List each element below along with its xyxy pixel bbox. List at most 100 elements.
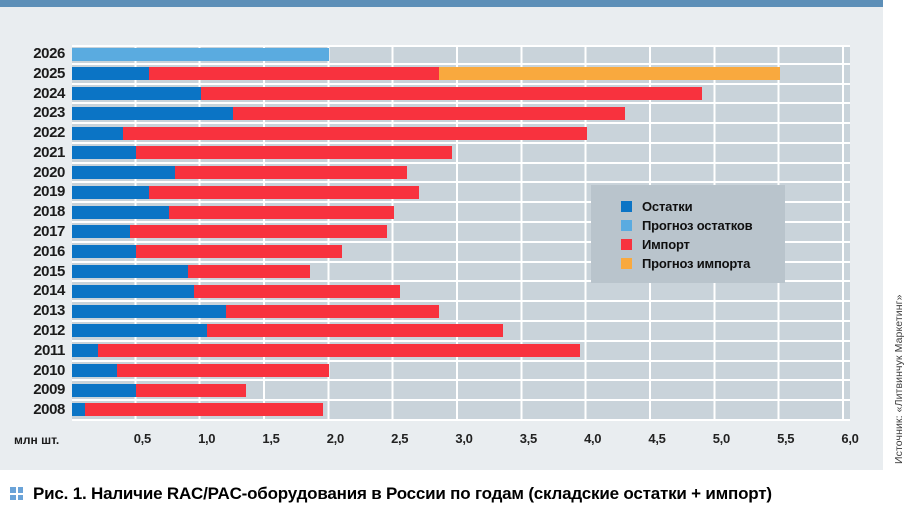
bar-row: 2013 (0, 302, 850, 322)
x-axis: млн шт. 0,5 1,0 1,5 2,0 2,5 3,0 3,5 4,0 4,5 5,0 5,… (0, 431, 860, 451)
bar-row: 2009 (0, 381, 850, 402)
bar-segment-import (123, 126, 587, 140)
bar-segment-stocks (72, 185, 150, 199)
legend-swatch-import (621, 239, 632, 250)
bar-segment-import (207, 324, 504, 338)
caption-text: Рис. 1. Наличие RAC/PAC-оборудования в Р… (33, 483, 772, 504)
bar-segment-stocks (72, 264, 188, 278)
bar-segment-import (136, 245, 343, 259)
caption-label: Рис. 1. (33, 484, 87, 503)
bar-row: 2025 (0, 64, 850, 85)
bar-segment-import (149, 185, 420, 199)
bar-segment-stocks (72, 67, 150, 81)
legend-label: Прогноз импорта (642, 256, 751, 271)
figure-marker-dot (10, 494, 16, 500)
x-tick-label: 2,0 (326, 431, 344, 446)
x-tick-label: 0,5 (133, 431, 151, 446)
bar-segment-import (232, 106, 626, 120)
bar-row: 2026 (0, 45, 850, 65)
bar-segment-stocks (72, 106, 233, 120)
caption-body: Наличие RAC/PAC-оборудования в России по… (91, 484, 772, 503)
bar-segment-import (168, 205, 394, 219)
bar-segment-import (129, 225, 388, 239)
bar-segment-stocks (72, 284, 195, 298)
bar-segment-import (200, 86, 703, 100)
figure-caption: Рис. 1. Наличие RAC/PAC-оборудования в Р… (10, 483, 772, 504)
bar-segment-stocks (72, 383, 137, 397)
bar-row: 2024 (0, 84, 850, 105)
bar-segment-import (187, 264, 311, 278)
bar-segment-forecast_import (438, 67, 780, 81)
plot-area: 2026 2025 2024 2023 2022 2021 2020 2019 2018 2017… (0, 45, 850, 421)
bar-track (72, 143, 850, 164)
bar-row: 2023 (0, 104, 850, 125)
x-tick-label: 5,0 (712, 431, 730, 446)
bar-segment-import (117, 363, 330, 377)
year-label: 2022 (33, 124, 65, 142)
bar-row: 2008 (0, 401, 850, 421)
year-label: 2026 (33, 45, 65, 62)
year-label: 2014 (33, 282, 65, 300)
bar-row: 2014 (0, 282, 850, 303)
legend-item: Прогноз остатков (621, 216, 785, 235)
bar-row: 2012 (0, 321, 850, 342)
bar-track (72, 163, 850, 184)
bar-segment-stocks (72, 363, 118, 377)
x-tick-label: 6,0 (841, 431, 859, 446)
bar-segment-stocks (72, 205, 169, 219)
bar-track (72, 381, 850, 402)
bar-segment-import (84, 403, 323, 417)
chart-card: 2026 2025 2024 2023 2022 2021 2020 2019 2018 2017… (0, 0, 883, 470)
bar-segment-stocks (72, 344, 98, 358)
legend-label: Импорт (642, 237, 690, 252)
x-tick-label: 3,5 (519, 431, 537, 446)
x-tick-label: 4,5 (648, 431, 666, 446)
bar-segment-forecast_stocks (72, 48, 330, 62)
year-label: 2021 (33, 143, 65, 161)
legend-item: Импорт (621, 235, 785, 254)
legend-swatch-forecast_import (621, 258, 632, 269)
bar-segment-import (97, 344, 581, 358)
bar-segment-import (194, 284, 401, 298)
bar-segment-import (136, 383, 246, 397)
bar-segment-stocks (72, 324, 208, 338)
year-label: 2013 (33, 302, 65, 320)
bar-segment-stocks (72, 245, 137, 259)
bar-track (72, 104, 850, 125)
year-label: 2012 (33, 321, 65, 339)
bar-track (72, 124, 850, 144)
x-tick-label: 2,5 (391, 431, 409, 446)
x-tick-label: 3,0 (455, 431, 473, 446)
year-label: 2025 (33, 64, 65, 82)
bar-track (72, 341, 850, 362)
bar-track (72, 361, 850, 382)
legend-label: Остатки (642, 199, 693, 214)
year-label: 2015 (33, 262, 65, 280)
bar-track (72, 401, 850, 421)
legend-label: Прогноз остатков (642, 218, 753, 233)
figure-marker-dot (10, 487, 16, 493)
x-tick-label: 4,0 (584, 431, 602, 446)
figure-marker-icon (10, 487, 23, 500)
bar-track (72, 64, 850, 85)
legend-item: Прогноз импорта (621, 254, 785, 273)
year-label: 2009 (33, 381, 65, 399)
year-label: 2020 (33, 163, 65, 181)
legend: Остатки Прогноз остатков Импорт Прогноз имп… (591, 185, 785, 283)
bar-segment-import (149, 67, 439, 81)
year-label: 2018 (33, 203, 65, 221)
x-tick-label: 5,5 (777, 431, 795, 446)
bar-row: 2010 (0, 361, 850, 382)
bar-track (72, 45, 850, 65)
bar-row: 2020 (0, 163, 850, 184)
bar-track (72, 282, 850, 303)
bar-segment-stocks (72, 126, 124, 140)
bar-segment-stocks (72, 146, 137, 160)
source-credit: Источник: «Литвинчук Маркетинг» (893, 294, 905, 464)
bar-row: 2021 (0, 143, 850, 164)
year-label: 2024 (33, 84, 65, 102)
year-label: 2011 (34, 341, 65, 359)
bar-segment-stocks (72, 86, 201, 100)
year-label: 2019 (33, 183, 65, 201)
bar-track (72, 321, 850, 342)
